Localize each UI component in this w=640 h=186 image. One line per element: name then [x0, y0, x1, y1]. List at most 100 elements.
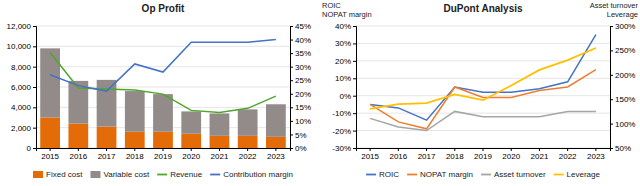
bar: [181, 134, 201, 148]
x-tick: 2018: [446, 148, 464, 161]
x-tick: 2019: [474, 148, 492, 161]
x-axis-line: [37, 149, 291, 152]
bar: [40, 48, 60, 117]
grid-line: [356, 26, 610, 27]
tick-label: 4,000: [11, 103, 32, 112]
x-tick: 2017: [98, 148, 116, 161]
title: DuPont Analysis: [443, 3, 523, 14]
tick-label: 2015: [41, 152, 59, 161]
x-tick: 2016: [69, 148, 87, 161]
tick-label: 2019: [154, 152, 172, 161]
line: [50, 52, 276, 112]
y-tick: 45%: [290, 22, 311, 31]
legend-swatch: [407, 174, 417, 176]
legend-swatch: [481, 174, 491, 176]
text-line: NOPAT margin: [322, 10, 372, 19]
line: [370, 48, 596, 109]
y-tick: 0%: [339, 92, 356, 101]
tick-label: 2020: [502, 152, 520, 161]
tick-mark: [539, 148, 540, 151]
y2-axis: 0%5%10%15%20%25%30%35%40%45%: [290, 22, 311, 153]
marks: [40, 40, 286, 148]
bar: [238, 136, 258, 148]
tick-mark: [595, 148, 596, 151]
y-tick: 30%: [335, 39, 356, 48]
tick-label: 20%: [295, 90, 311, 99]
tick-mark: [353, 96, 356, 97]
y-tick: 5%: [290, 131, 307, 140]
x-tick: 2020: [502, 148, 520, 161]
tick-label: 12,000: [7, 22, 32, 31]
tick-mark: [454, 148, 455, 151]
tick-label: 2,000: [11, 124, 32, 133]
tick-mark: [353, 131, 356, 132]
y-axis-line: [353, 27, 357, 149]
bar: [266, 104, 286, 137]
tick-label: 50%: [615, 144, 631, 153]
tick-label: 10,000: [7, 42, 32, 51]
tick-mark: [290, 148, 293, 149]
y-tick: 150%: [610, 95, 635, 104]
tick-label: 2016: [389, 152, 407, 161]
grid: [356, 26, 610, 148]
tick-mark: [290, 107, 293, 108]
tick-label: 2017: [98, 152, 116, 161]
tick-mark: [247, 148, 248, 151]
tick-label: 8,000: [11, 63, 32, 72]
tick-label: 40%: [335, 22, 351, 31]
grid-line: [356, 95, 610, 96]
tick-label: -30%: [332, 144, 351, 153]
x-tick: 2022: [559, 148, 577, 161]
grid-line: [356, 113, 610, 114]
legend: ROICNOPAT marginAsset turnoverLeverage: [366, 170, 600, 179]
bar: [97, 80, 117, 127]
axis-label: ROICNOPAT margin: [322, 1, 372, 19]
y-tick: 8,000: [11, 63, 36, 72]
legend-label: NOPAT margin: [420, 170, 473, 179]
bar: [40, 118, 60, 149]
grid-line: [356, 43, 610, 44]
text-line: ROIC: [322, 1, 341, 10]
tick-mark: [353, 26, 356, 27]
tick-label: 2022: [559, 152, 577, 161]
tick-mark: [33, 46, 36, 47]
tick-mark: [370, 148, 371, 151]
tick-mark: [567, 148, 568, 151]
tick-label: 2021: [211, 152, 229, 161]
grid-line: [36, 46, 290, 47]
legend: Fixed costVariable costRevenueContributi…: [33, 170, 293, 179]
tick-label: 40%: [295, 36, 311, 45]
y2-axis: 50%100%150%200%250%300%: [610, 22, 635, 153]
y-tick: -20%: [332, 127, 356, 136]
y-tick: 12,000: [7, 22, 36, 31]
tick-mark: [33, 148, 36, 149]
bar: [97, 127, 117, 148]
tick-label: 2015: [361, 152, 379, 161]
tick-mark: [353, 78, 356, 79]
legend-label: Leverage: [567, 170, 601, 179]
line: [370, 111, 596, 130]
bar: [210, 136, 230, 148]
tick-label: 10%: [295, 117, 311, 126]
bar: [125, 132, 145, 148]
y-tick: 6,000: [11, 83, 36, 92]
tick-mark: [290, 40, 293, 41]
tick-label: 2020: [182, 152, 200, 161]
tick-mark: [398, 148, 399, 151]
line: [370, 35, 596, 120]
tick-mark: [483, 148, 484, 151]
tick-mark: [290, 26, 293, 27]
panel: 201520162017201820192020202120222023-30%…: [322, 1, 638, 179]
tick-label: 20%: [335, 57, 351, 66]
legend-swatch: [210, 174, 220, 176]
tick-label: 5%: [295, 131, 307, 140]
y-tick: 100%: [610, 120, 635, 129]
y-tick: 10,000: [7, 42, 36, 51]
tick-label: 2021: [531, 152, 549, 161]
x-tick: 2023: [267, 148, 285, 161]
grid-line: [36, 66, 290, 67]
tick-label: 6,000: [11, 83, 32, 92]
x-tick: 2022: [239, 148, 257, 161]
legend-swatch: [33, 171, 43, 178]
tick-mark: [610, 148, 613, 149]
